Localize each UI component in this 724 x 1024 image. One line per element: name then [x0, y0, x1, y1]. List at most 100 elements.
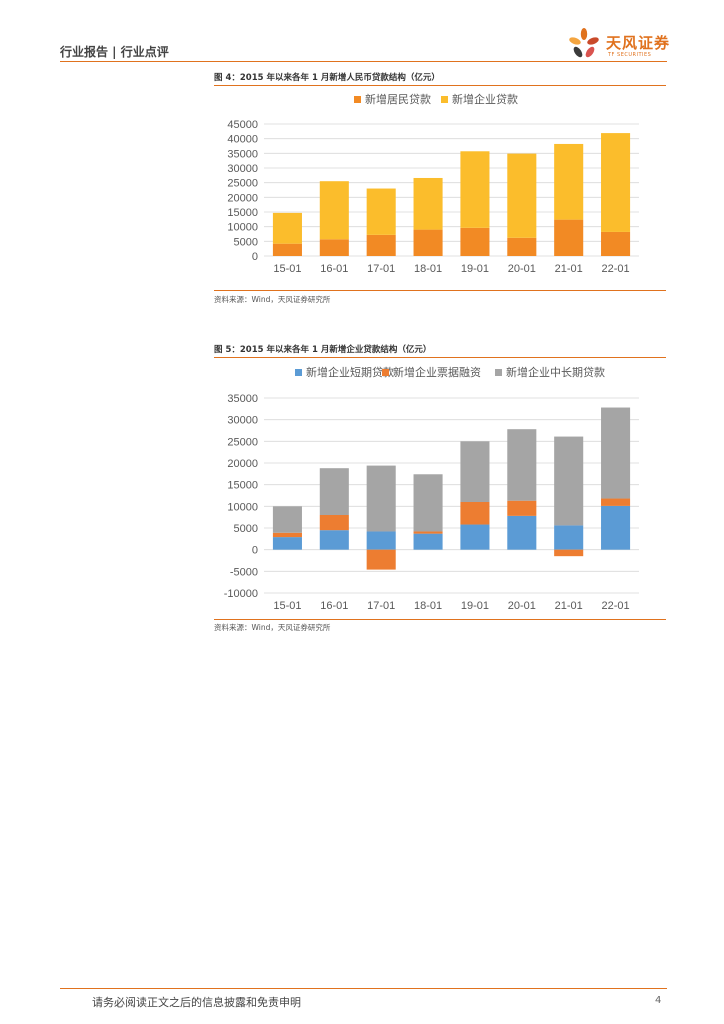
- fig5-bar-17-01-s0: [366, 531, 396, 550]
- fig5-legend-swatch-2: [495, 369, 502, 376]
- fig5-bar-17-01-s1: [366, 549, 396, 570]
- logo-text: 天风证券: [606, 34, 671, 52]
- fig4-bar-17-01-s0: [366, 234, 396, 256]
- fig4-bar-15-01-s1: [272, 212, 302, 244]
- fig4-bar-20-01-s0: [507, 237, 537, 256]
- fig5-legend-label-0: 新增企业短期贷款: [306, 365, 394, 379]
- figure4-source: 资料来源：Wind，天风证券研究所: [214, 295, 331, 304]
- fig4-xtick-label: 20-01: [508, 263, 536, 275]
- fig4-legend-swatch-1: [441, 96, 448, 103]
- fig4-ytick-label: 15000: [227, 207, 258, 219]
- fig5-ytick-label: 5000: [234, 523, 258, 535]
- fig4-ytick-label: 35000: [227, 148, 258, 160]
- fig5-xtick-label: 17-01: [367, 600, 395, 612]
- fig4-ytick-label: 0: [252, 251, 258, 263]
- fig5-ytick-label: -10000: [224, 588, 258, 600]
- figure5-title: 图 5：2015 年以来各年 1 月新增企业贷款结构（亿元）: [214, 345, 432, 355]
- fig5-bar-20-01-s0: [507, 515, 537, 550]
- fig4-bar-19-01-s1: [460, 151, 490, 228]
- fig5-legend-swatch-1: [382, 369, 389, 376]
- fig5-ytick-label: 25000: [227, 436, 258, 448]
- fig4-xtick-label: 18-01: [414, 263, 442, 275]
- fig5-xtick-label: 20-01: [508, 600, 536, 612]
- fig4-bar-18-01-s1: [413, 177, 443, 230]
- fig4-xtick-label: 17-01: [367, 263, 395, 275]
- header-divider: [60, 61, 667, 62]
- fig5-bar-22-01-s2: [601, 407, 631, 499]
- logo-flower-icon: [569, 28, 599, 58]
- figure5-chart: 新增企业短期贷款 新增企业票据融资 新增企业中长期贷款 -10000 -5000 0 500…: [224, 365, 639, 612]
- footer-divider: [60, 988, 667, 989]
- fig5-bar-19-01-s0: [460, 524, 490, 550]
- fig5-bar-17-01-s2: [366, 465, 396, 532]
- fig5-bar-15-01-s0: [272, 537, 302, 550]
- fig4-ytick-label: 25000: [227, 178, 258, 190]
- fig5-xtick-label: 15-01: [273, 600, 301, 612]
- fig4-bar-18-01-s0: [413, 229, 443, 256]
- fig4-xtick-label: 15-01: [273, 263, 301, 275]
- figure5-source: 资料来源：Wind，天风证券研究所: [214, 623, 331, 632]
- fig4-xtick-label: 22-01: [601, 263, 629, 275]
- fig5-xtick-label: 18-01: [414, 600, 442, 612]
- header-section-label: 行业报告 | 行业点评: [60, 45, 169, 59]
- footer-disclaimer: 请务必阅读正文之后的信息披露和免责申明: [92, 996, 301, 1009]
- fig5-bar-21-01-s1: [554, 549, 584, 557]
- fig5-xtick-label: 21-01: [555, 600, 583, 612]
- fig5-bar-22-01-s1: [601, 498, 631, 506]
- fig5-bar-18-01-s2: [413, 474, 443, 532]
- figure4-chart: 新增居民贷款 新增企业贷款 0 5000 10000 15000 20000 25000 300…: [227, 92, 639, 275]
- fig5-bar-15-01-s1: [272, 532, 302, 538]
- fig4-ytick-label: 5000: [234, 236, 258, 248]
- fig4-ytick-label: 30000: [227, 163, 258, 175]
- fig5-xtick-label: 19-01: [461, 600, 489, 612]
- fig4-bar-15-01-s0: [272, 243, 302, 256]
- fig5-ytick-label: 0: [252, 545, 258, 557]
- fig5-bar-19-01-s2: [460, 441, 490, 502]
- fig4-bar-21-01-s1: [554, 143, 584, 220]
- figure5-top-divider: [214, 357, 666, 358]
- fig4-xtick-label: 16-01: [320, 263, 348, 275]
- fig5-ytick-label: 30000: [227, 415, 258, 427]
- fig5-ytick-label: -5000: [230, 566, 258, 578]
- fig4-bar-16-01-s1: [319, 181, 349, 240]
- fig5-ytick-label: 15000: [227, 480, 258, 492]
- fig5-bar-19-01-s1: [460, 502, 490, 525]
- figure4-top-divider: [214, 85, 666, 86]
- fig4-bar-21-01-s0: [554, 219, 584, 256]
- fig5-bar-15-01-s2: [272, 506, 302, 533]
- fig5-legend-label-1: 新增企业票据融资: [393, 365, 481, 379]
- page-number: 4: [655, 995, 662, 1006]
- fig4-ytick-label: 40000: [227, 134, 258, 146]
- fig5-xtick-label: 16-01: [320, 600, 348, 612]
- fig5-bar-21-01-s0: [554, 525, 584, 550]
- figure4-title: 图 4：2015 年以来各年 1 月新增人民币贷款结构（亿元）: [214, 73, 440, 83]
- fig4-bar-20-01-s1: [507, 153, 537, 238]
- fig5-bar-22-01-s0: [601, 505, 631, 550]
- fig4-ytick-label: 45000: [227, 119, 258, 131]
- fig5-bar-20-01-s1: [507, 500, 537, 516]
- fig5-bar-18-01-s1: [413, 531, 443, 534]
- fig5-bar-16-01-s1: [319, 515, 349, 531]
- fig5-legend-label-2: 新增企业中长期贷款: [506, 365, 605, 379]
- fig5-ytick-label: 10000: [227, 501, 258, 513]
- fig4-bar-19-01-s0: [460, 227, 490, 256]
- fig5-bar-18-01-s0: [413, 533, 443, 550]
- fig4-legend-label-1: 新增企业贷款: [452, 92, 518, 106]
- fig4-bar-16-01-s0: [319, 239, 349, 256]
- fig5-bar-16-01-s0: [319, 530, 349, 550]
- fig5-xtick-label: 22-01: [601, 600, 629, 612]
- fig5-ytick-label: 20000: [227, 458, 258, 470]
- logo-subtext: TF SECURITIES: [608, 52, 652, 58]
- fig4-ytick-label: 20000: [227, 192, 258, 204]
- fig4-bar-22-01-s1: [601, 133, 631, 232]
- fig5-legend-swatch-0: [295, 369, 302, 376]
- fig4-xtick-label: 21-01: [555, 263, 583, 275]
- fig5-ytick-label: 35000: [227, 393, 258, 405]
- fig4-xtick-label: 19-01: [461, 263, 489, 275]
- fig4-bar-17-01-s1: [366, 188, 396, 235]
- fig5-bar-21-01-s2: [554, 436, 584, 526]
- fig4-legend-swatch-0: [354, 96, 361, 103]
- figure5-bottom-divider: [214, 619, 666, 620]
- fig4-legend-label-0: 新增居民贷款: [365, 92, 431, 106]
- fig4-bar-22-01-s0: [601, 231, 631, 256]
